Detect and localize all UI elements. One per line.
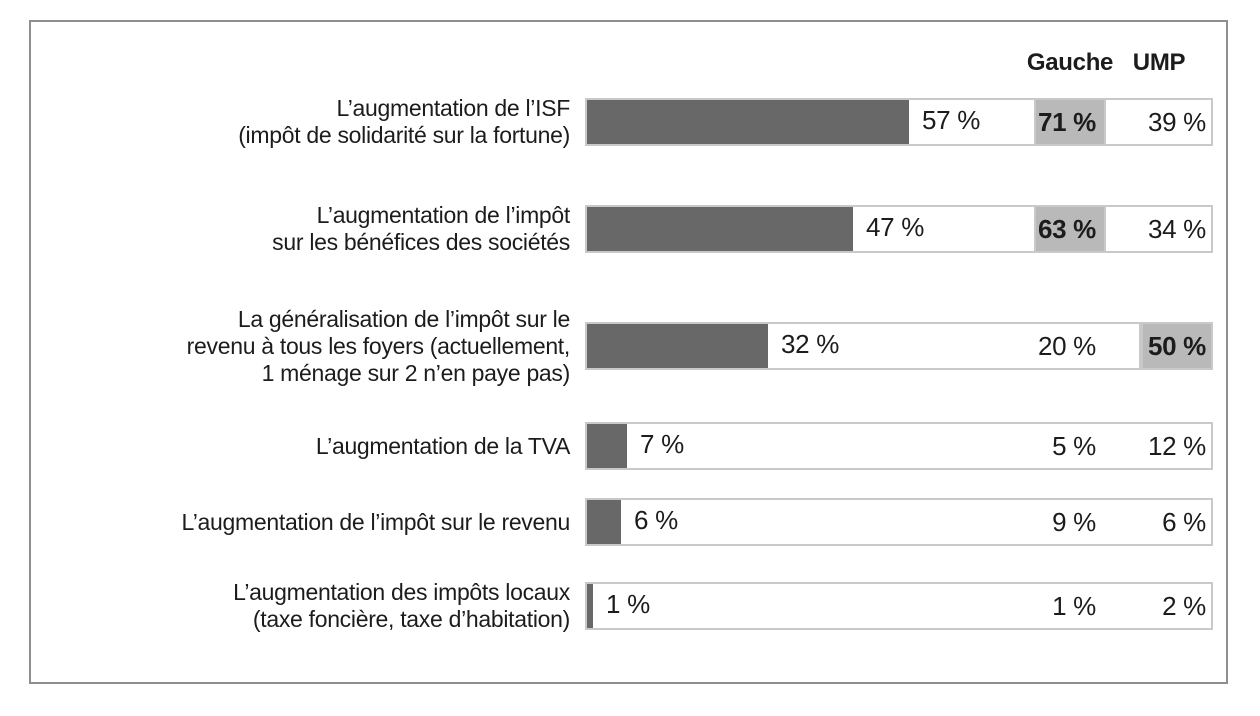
category-label-line: revenu à tous les foyers (actuellement, — [186, 332, 571, 359]
bar-value-label: 7 % — [640, 428, 684, 459]
ump-cell — [1104, 205, 1213, 253]
ump-value-label: 12 % — [1147, 430, 1206, 461]
bar-track — [585, 582, 1213, 630]
gauche-value-label: 20 % — [1037, 330, 1096, 361]
ump-value-label: 34 % — [1147, 213, 1206, 244]
bar-row: 57 % 71 % 39 % — [585, 98, 1213, 146]
category-label-line: (impôt de solidarité sur la fortune) — [238, 122, 570, 148]
bar-row: 6 % 9 % 6 % — [585, 498, 1213, 546]
bar-fill — [587, 100, 909, 144]
category-label-line: (taxe foncière, taxe d’habitation) — [252, 606, 570, 632]
category-label-line: sur les bénéfices des sociétés — [272, 229, 570, 255]
bar-fill — [587, 584, 593, 628]
gauche-cell — [1036, 98, 1104, 146]
bar-fill — [587, 324, 768, 368]
gauche-value-label: 9 % — [1052, 506, 1096, 537]
bar-track — [585, 205, 1036, 253]
bar-value-label: 57 % — [922, 104, 981, 135]
bar-value-label: 32 % — [781, 328, 840, 359]
gauche-value-label: 5 % — [1052, 430, 1096, 461]
bar-fill — [587, 424, 627, 468]
bar-track — [585, 498, 1213, 546]
category-label: La généralisation de l’impôt sur le reve… — [31, 306, 571, 386]
bar-fill — [587, 500, 621, 544]
bar-track — [585, 322, 1141, 370]
category-label: L’augmentation de la TVA — [31, 422, 570, 470]
gauche-value-label: 63 % — [1037, 213, 1096, 244]
gauche-value-label: 1 % — [1052, 590, 1096, 621]
category-label: L’augmentation des impôts locaux (taxe f… — [31, 579, 570, 632]
category-label: L’augmentation de l’ISF (impôt de solida… — [31, 95, 571, 148]
ump-value-label: 50 % — [1147, 330, 1206, 361]
category-label-line: L’augmentation de la TVA — [315, 432, 570, 459]
ump-value-label: 6 % — [1162, 506, 1206, 537]
category-label-line: L’augmentation des impôts locaux — [233, 579, 570, 605]
gauche-value-label: 71 % — [1037, 106, 1096, 137]
bar-row: 47 % 63 % 34 % — [585, 205, 1213, 253]
ump-cell — [1104, 98, 1213, 146]
bar-value-label: 6 % — [634, 504, 678, 535]
bar-row: 7 % 5 % 12 % — [585, 422, 1213, 470]
bar-row: 32 % 20 % 50 % — [585, 322, 1213, 370]
bar-value-label: 1 % — [606, 588, 650, 619]
bar-row: 1 % 1 % 2 % — [585, 582, 1213, 630]
bar-fill — [587, 207, 853, 251]
chart-frame: Gauche UMP L’augmentation de l’ISF (impô… — [29, 20, 1228, 684]
category-label-line: La généralisation de l’impôt sur le — [237, 305, 570, 332]
category-label: L’augmentation de l’impôt sur les bénéfi… — [31, 202, 571, 255]
column-header-gauche: Gauche — [1026, 49, 1114, 76]
bar-value-label: 47 % — [866, 211, 925, 242]
ump-value-label: 2 % — [1162, 590, 1206, 621]
category-label-line: L’augmentation de l’ISF — [336, 95, 571, 121]
category-label: L’augmentation de l’impôt sur le revenu — [31, 498, 571, 546]
ump-cell — [1141, 322, 1213, 370]
category-label-line: L’augmentation de l’impôt sur le revenu — [181, 508, 571, 535]
ump-value-label: 39 % — [1147, 106, 1206, 137]
bar-track — [585, 422, 1213, 470]
bar-track — [585, 98, 1036, 146]
column-header-ump: UMP — [1132, 49, 1186, 76]
category-label-line: 1 ménage sur 2 n’en paye pas) — [261, 359, 571, 386]
gauche-cell — [1036, 205, 1104, 253]
category-label-line: L’augmentation de l’impôt — [316, 202, 571, 228]
